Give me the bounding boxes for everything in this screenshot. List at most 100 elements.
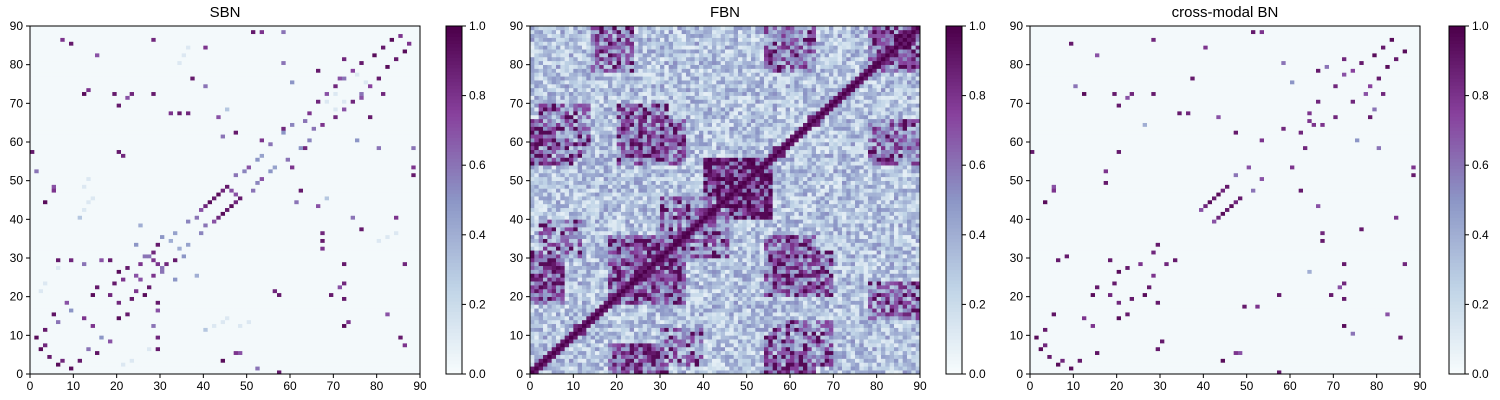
sbn-heatmap-cell [99, 172, 104, 178]
sbn-heatmap-cell [307, 335, 312, 340]
sbn-heatmap-cell [168, 180, 174, 185]
sbn-heatmap-cell [34, 161, 39, 166]
sbn-heatmap-cell [116, 327, 122, 332]
sbn-heatmap-cell [203, 234, 208, 239]
sbn-heatmap-cell [316, 362, 321, 367]
sbn-heatmap-cell [277, 269, 282, 274]
sbn-heatmap-cell [69, 343, 74, 348]
sbn-heatmap-cell [73, 215, 78, 220]
sbn-heatmap-cell [311, 258, 317, 263]
sbn-heatmap-cell [207, 339, 213, 344]
sbn-heatmap-cell [264, 242, 269, 247]
sbn-heatmap-cell [186, 234, 191, 239]
sbn-heatmap-cell [138, 354, 143, 359]
sbn-heatmap-cell [324, 242, 330, 247]
sbn-heatmap-cell [272, 323, 278, 328]
sbn-heatmap-cell [103, 219, 109, 224]
sbn-heatmap-cell [160, 184, 165, 189]
sbn-heatmap-cell [290, 350, 295, 355]
sbn-heatmap-cell [294, 230, 299, 236]
sbn-heatmap-cell [69, 165, 74, 170]
sbn-heatmap-cell [363, 200, 369, 205]
sbn-heatmap-cell [116, 354, 122, 359]
sbn-heatmap-cell [216, 346, 221, 352]
sbn-heatmap-cell [320, 200, 325, 205]
sbn-heatmap-cell [264, 265, 269, 270]
sbn-heatmap-cell [268, 366, 273, 371]
sbn-heatmap-cell [69, 339, 74, 344]
sbn-heatmap-cell [290, 281, 295, 286]
sbn-heatmap-cell [394, 223, 399, 228]
sbn-heatmap-cell [129, 219, 135, 224]
sbn-heatmap-cell [251, 339, 256, 344]
sbn-heatmap-cell [281, 207, 286, 212]
sbn-heatmap-cell [138, 346, 143, 352]
sbn-heatmap-cell [82, 292, 87, 297]
sbn-heatmap-cell [272, 343, 278, 348]
sbn-heatmap-cell [307, 188, 312, 193]
sbn-heatmap-cell [290, 343, 295, 348]
sbn-heatmap-cell [147, 254, 152, 259]
sbn-heatmap-cell [95, 238, 100, 243]
sbn-heatmap-cell [251, 261, 256, 267]
sbn-heatmap-cell [311, 203, 317, 209]
sbn-heatmap-cell [73, 358, 78, 363]
sbn-heatmap-cell [311, 207, 317, 212]
sbn-heatmap-cell [199, 265, 204, 270]
sbn-heatmap-cell [346, 339, 351, 344]
sbn-heatmap-cell [38, 339, 44, 344]
sbn-heatmap-cell [251, 292, 256, 297]
sbn-heatmap-cell [56, 312, 61, 317]
sbn-heatmap-cell [77, 346, 83, 352]
sbn-heatmap-cell [368, 200, 373, 205]
sbn-heatmap-cell [415, 312, 421, 317]
sbn-heatmap-cell [203, 172, 208, 178]
sbn-heatmap-cell [138, 308, 143, 313]
sbn-heatmap-cell [355, 331, 360, 336]
sbn-heatmap-cell [385, 242, 390, 247]
sbn-heatmap-cell [73, 242, 78, 247]
sbn-heatmap-cell [242, 366, 247, 371]
sbn-heatmap-cell [177, 292, 182, 297]
sbn-heatmap-cell [155, 188, 161, 193]
sbn-heatmap-cell [272, 366, 278, 371]
sbn-heatmap-cell [294, 296, 299, 301]
sbn-heatmap-cell [73, 161, 78, 166]
sbn-heatmap-cell [402, 169, 408, 174]
sbn-heatmap-cell [398, 285, 403, 290]
sbn-heatmap-cell [177, 238, 182, 243]
sbn-heatmap-cell [60, 339, 65, 344]
sbn-heatmap-cell [359, 335, 364, 340]
sbn-heatmap-cell [277, 366, 282, 371]
sbn-heatmap-cell [368, 265, 373, 270]
sbn-heatmap-cell [264, 319, 269, 325]
sbn-heatmap-cell [207, 227, 213, 232]
sbn-heatmap-cell [363, 188, 369, 193]
sbn-heatmap-cell [199, 343, 204, 348]
sbn-heatmap-cell [30, 316, 35, 321]
sbn-heatmap-cell [385, 215, 390, 220]
sbn-heatmap-cell [368, 219, 373, 224]
sbn-heatmap-cell [389, 230, 395, 236]
sbn-heatmap-cell [385, 316, 390, 321]
sbn-heatmap-cell [112, 281, 117, 286]
sbn-heatmap-cell [346, 230, 351, 236]
sbn-heatmap-cell [194, 261, 200, 267]
sbn-heatmap-cell [142, 304, 148, 309]
sbn-heatmap-cell [216, 188, 221, 193]
sbn-heatmap-cell [147, 161, 152, 166]
sbn-heatmap-cell [303, 234, 308, 239]
sbn-heatmap-cell [86, 319, 91, 325]
sbn-heatmap-cell [220, 184, 226, 189]
sbn-heatmap-cell [177, 300, 182, 305]
sbn-heatmap-cell [372, 319, 377, 325]
sbn-heatmap-cell [285, 207, 291, 212]
sbn-heatmap-cell [251, 366, 256, 371]
sbn-heatmap-cell [125, 366, 130, 371]
sbn-heatmap-cell [212, 304, 217, 309]
sbn-heatmap-cell [203, 258, 208, 263]
sbn-heatmap-cell [411, 308, 416, 313]
sbn-heatmap-cell [43, 339, 48, 344]
sbn-heatmap-cell [38, 273, 44, 278]
sbn-heatmap-cell [186, 362, 191, 367]
